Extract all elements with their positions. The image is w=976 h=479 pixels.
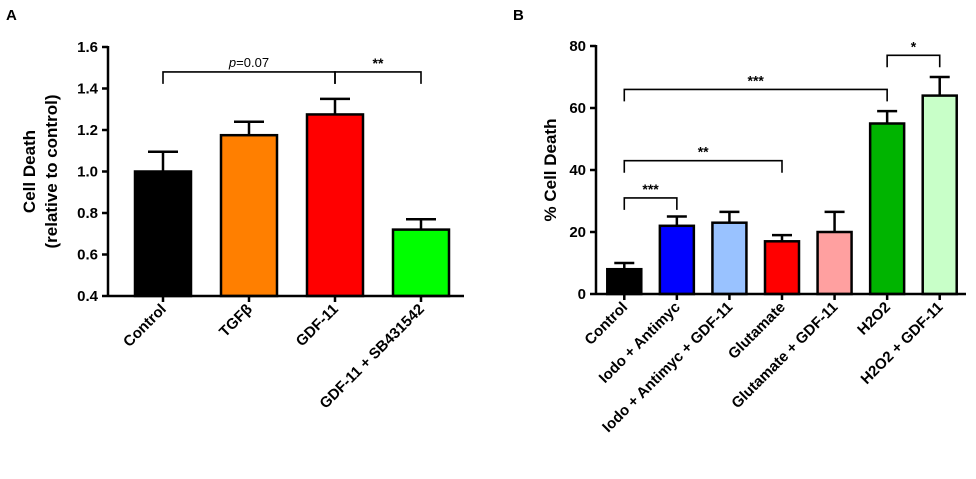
bar-3 <box>711 221 748 296</box>
y-tick-label: 0 <box>578 286 586 303</box>
bar-1 <box>606 267 643 296</box>
significance-bracket-4 <box>886 54 941 68</box>
y-tick-label: 20 <box>569 224 586 241</box>
y-tick-label: 60 <box>569 100 586 117</box>
x-category-label: Control <box>581 299 631 349</box>
y-tick-label: 0.6 <box>77 247 98 264</box>
x-category-label: Control <box>120 301 170 351</box>
panel-a: A 0.4 0.6 0.8 1.0 1.2 1.4 1.6 Control TGFβ GDF-11… <box>6 7 464 412</box>
x-category-label: Glutamate + GDF-11 <box>728 299 841 412</box>
significance-bracket-1 <box>162 71 336 84</box>
p-value-label: p=0.07 <box>228 55 269 70</box>
panel-letter-b: B <box>513 7 524 24</box>
significance-bracket-1 <box>623 197 678 210</box>
y-tick-label: 40 <box>569 162 586 179</box>
y-tick-label: 0.8 <box>77 205 98 222</box>
y-tick-label: 0.4 <box>77 288 99 305</box>
significance-label: ** <box>698 144 709 160</box>
bar-6 <box>868 122 906 296</box>
x-category-label: TGFβ <box>216 301 256 341</box>
significance-label: *** <box>642 181 659 197</box>
bar-7 <box>921 94 958 296</box>
x-category-label: GDF-11 <box>293 301 342 350</box>
significance-label: *** <box>748 72 765 88</box>
y-tick-label: 80 <box>569 38 586 55</box>
y-tick-label: 1.6 <box>77 39 98 56</box>
y-tick-label: 1.2 <box>77 122 98 139</box>
significance-bracket-2 <box>334 71 422 84</box>
y-axis-label: (relative to control) <box>42 95 61 249</box>
p-symbol: p <box>228 55 236 70</box>
y-tick-label: 1.0 <box>77 164 98 181</box>
significance-label: * <box>911 38 917 54</box>
significance-bracket-3 <box>623 88 888 102</box>
x-category-label: H2O2 <box>854 299 894 339</box>
y-axis-label: Cell Death <box>20 130 39 213</box>
bar-1 <box>133 170 193 298</box>
bar-3 <box>305 113 365 298</box>
bar-4 <box>763 240 801 296</box>
y-tick-label: 1.4 <box>77 81 99 98</box>
bar-4 <box>391 228 451 298</box>
significance-label: ** <box>373 55 384 71</box>
y-axis-label: % Cell Death <box>541 119 560 222</box>
bar-2 <box>219 133 279 298</box>
bar-5 <box>816 230 853 296</box>
bar-2 <box>658 224 696 296</box>
significance-bracket-2 <box>623 159 783 173</box>
panel-letter-a: A <box>6 7 17 24</box>
p-value: =0.07 <box>236 55 269 70</box>
